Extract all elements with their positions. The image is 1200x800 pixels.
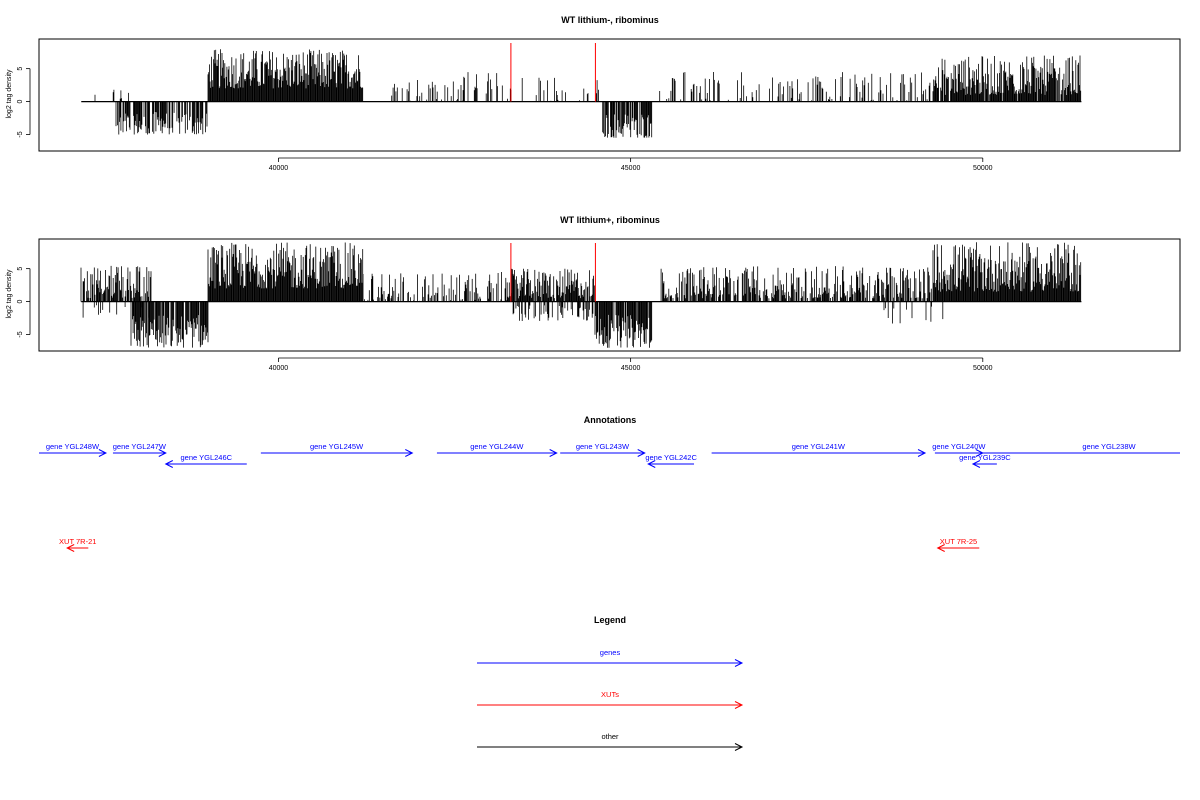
y-tick-label: 5: [17, 67, 24, 71]
x-tick-label: 50000: [973, 365, 993, 372]
signal-bars: [80, 242, 1082, 348]
gene-arrow-head: [549, 449, 558, 457]
gene-label: gene YGL243W: [576, 442, 630, 451]
panel-title: WT lithium+, ribominus: [560, 215, 660, 225]
x-tick-label: 45000: [621, 165, 641, 172]
x-axis: 40000 45000 50000: [269, 157, 993, 172]
y-tick-label: -5: [17, 131, 24, 137]
x-tick-label: 40000: [269, 365, 289, 372]
track-panel-lithium-minus: WT lithium-, ribominus log2 tag density …: [6, 15, 1181, 172]
y-axis-label: log2 tag density: [6, 69, 13, 119]
xut-label: XUT 7R-21: [59, 537, 96, 546]
legend-item: XUTs: [477, 690, 744, 709]
y-tick-label: 0: [17, 100, 24, 104]
gene-arrow-head: [405, 449, 414, 457]
gene-annotation: gene YGL245W: [260, 442, 414, 457]
gene-arrow-head: [164, 460, 174, 468]
gene-label: gene YGL240W: [932, 442, 986, 451]
gene-annotation: gene YGL243W: [560, 442, 646, 457]
y-axis: -5 0 5: [17, 67, 31, 138]
legend: Legend genes XUTs other: [477, 615, 744, 751]
gene-label: gene YGL247W: [113, 442, 167, 451]
gene-label: gene YGL246C: [180, 453, 232, 462]
annotations-track: Annotations gene YGL248W gene YGL247Wgene…: [39, 415, 1180, 552]
legend-item: other: [477, 732, 744, 751]
gene-arrow-head: [637, 449, 646, 457]
gene-arrow-head: [98, 449, 108, 457]
gene-annotation: gene YGL248W: [39, 442, 108, 457]
y-tick-label: -5: [17, 331, 24, 337]
gene-annotation: gene YGL241W: [711, 442, 927, 457]
y-tick-label: 0: [17, 300, 24, 304]
x-tick-label: 50000: [973, 165, 993, 172]
gene-annotations: gene YGL248W gene YGL247W gene YGL246C gene…: [39, 442, 1180, 468]
gene-arrow-head: [647, 460, 656, 468]
xut-label: XUT 7R-25: [940, 537, 977, 546]
gene-annotation: gene YGL244W: [436, 442, 558, 457]
gene-label: gene YGL248W: [46, 442, 100, 451]
gene-label: gene YGL245W: [310, 442, 364, 451]
y-tick-label: 5: [17, 267, 24, 271]
legend-arrow-head: [734, 743, 744, 751]
x-axis: 40000 45000 50000: [269, 357, 993, 372]
xut-annotations: XUT 7R-21 XUT 7R-25: [59, 537, 980, 552]
xut-arrow-head: [936, 544, 945, 552]
xut-arrow-head: [66, 544, 75, 552]
legend-label: other: [601, 732, 619, 741]
plot-frame: [38, 238, 1181, 352]
x-tick-label: 40000: [269, 165, 289, 172]
x-tick-label: 45000: [621, 365, 641, 372]
gene-label: gene YGL239C: [959, 453, 1011, 462]
legend-title: Legend: [594, 615, 626, 625]
gene-annotation: gene YGL238W: [968, 442, 1180, 454]
gene-arrow-head: [917, 449, 927, 457]
signal-bars: [81, 49, 1082, 138]
legend-arrow-head: [734, 659, 744, 667]
gene-annotation: gene YGL247W: [113, 442, 167, 457]
legend-label: XUTs: [601, 690, 619, 699]
xut-annotation: XUT 7R-25: [936, 537, 980, 552]
legend-item: genes: [477, 648, 744, 667]
panel-title: WT lithium-, ribominus: [561, 15, 659, 25]
gene-annotation: gene YGL246C: [164, 453, 247, 468]
plot-frame: [38, 38, 1181, 152]
gene-label: gene YGL244W: [470, 442, 524, 451]
legend-label: genes: [600, 648, 621, 657]
legend-arrow-head: [734, 701, 744, 709]
y-axis-label: log2 tag density: [6, 269, 13, 319]
track-panel-lithium-plus: WT lithium+, ribominus log2 tag density …: [6, 215, 1181, 372]
y-axis: -5 0 5: [17, 267, 31, 338]
gene-arrow-head: [971, 460, 981, 468]
gene-annotation: gene YGL242C: [645, 453, 697, 468]
gene-annotation: gene YGL239C: [959, 453, 1011, 468]
marker-lines: [510, 43, 596, 102]
gene-label: gene YGL241W: [792, 442, 846, 451]
xut-annotation: XUT 7R-21: [59, 537, 96, 552]
legend-items: genes XUTs other: [477, 648, 744, 751]
gene-arrow-head: [158, 449, 167, 457]
annotations-title: Annotations: [584, 415, 637, 425]
marker-lines: [510, 243, 596, 302]
gene-label: gene YGL242C: [645, 453, 697, 462]
gene-label: gene YGL238W: [1082, 442, 1136, 451]
